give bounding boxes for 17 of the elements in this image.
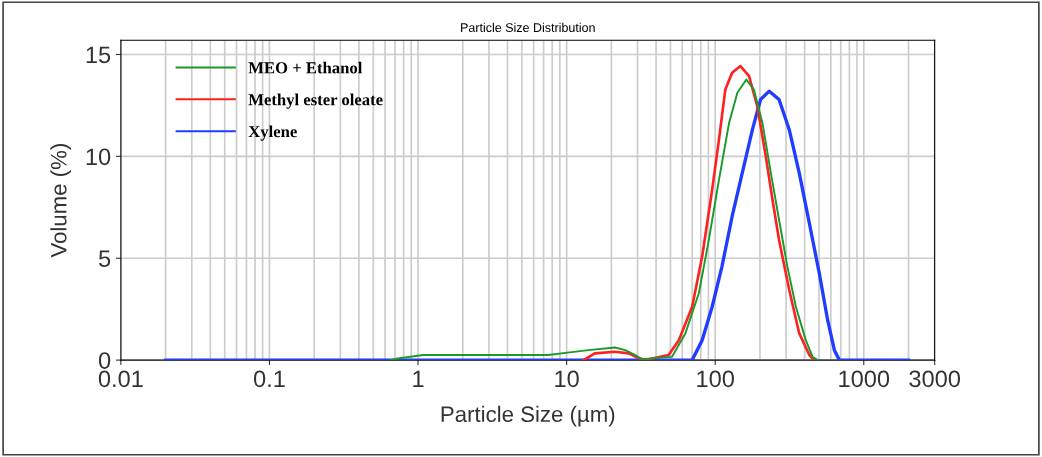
y-tick-label: 5: [98, 250, 111, 268]
y-axis-title: Volume (%): [50, 144, 71, 258]
x-axis-title: Particle Size (µm): [441, 405, 615, 427]
y-tick-label: 10: [86, 148, 111, 166]
y-tick-label: 0: [98, 352, 111, 369]
x-tick-label: 10: [555, 370, 579, 388]
x-tick-label: 3000: [909, 370, 961, 388]
x-tick-label: 0.01: [98, 370, 143, 388]
x-tick-label: 1: [413, 370, 424, 387]
legend-label: Xylene: [248, 125, 297, 141]
legend-label: Methyl ester oleate: [248, 93, 383, 109]
chart-title: Particle Size Distribution: [461, 22, 595, 33]
x-tick-label: 1000: [839, 370, 890, 388]
y-tick-label: 15: [86, 46, 111, 64]
x-tick-label: 100: [697, 370, 734, 388]
x-tick-label: 0.1: [253, 370, 285, 388]
legend-label: MEO + Ethanol: [248, 61, 363, 74]
